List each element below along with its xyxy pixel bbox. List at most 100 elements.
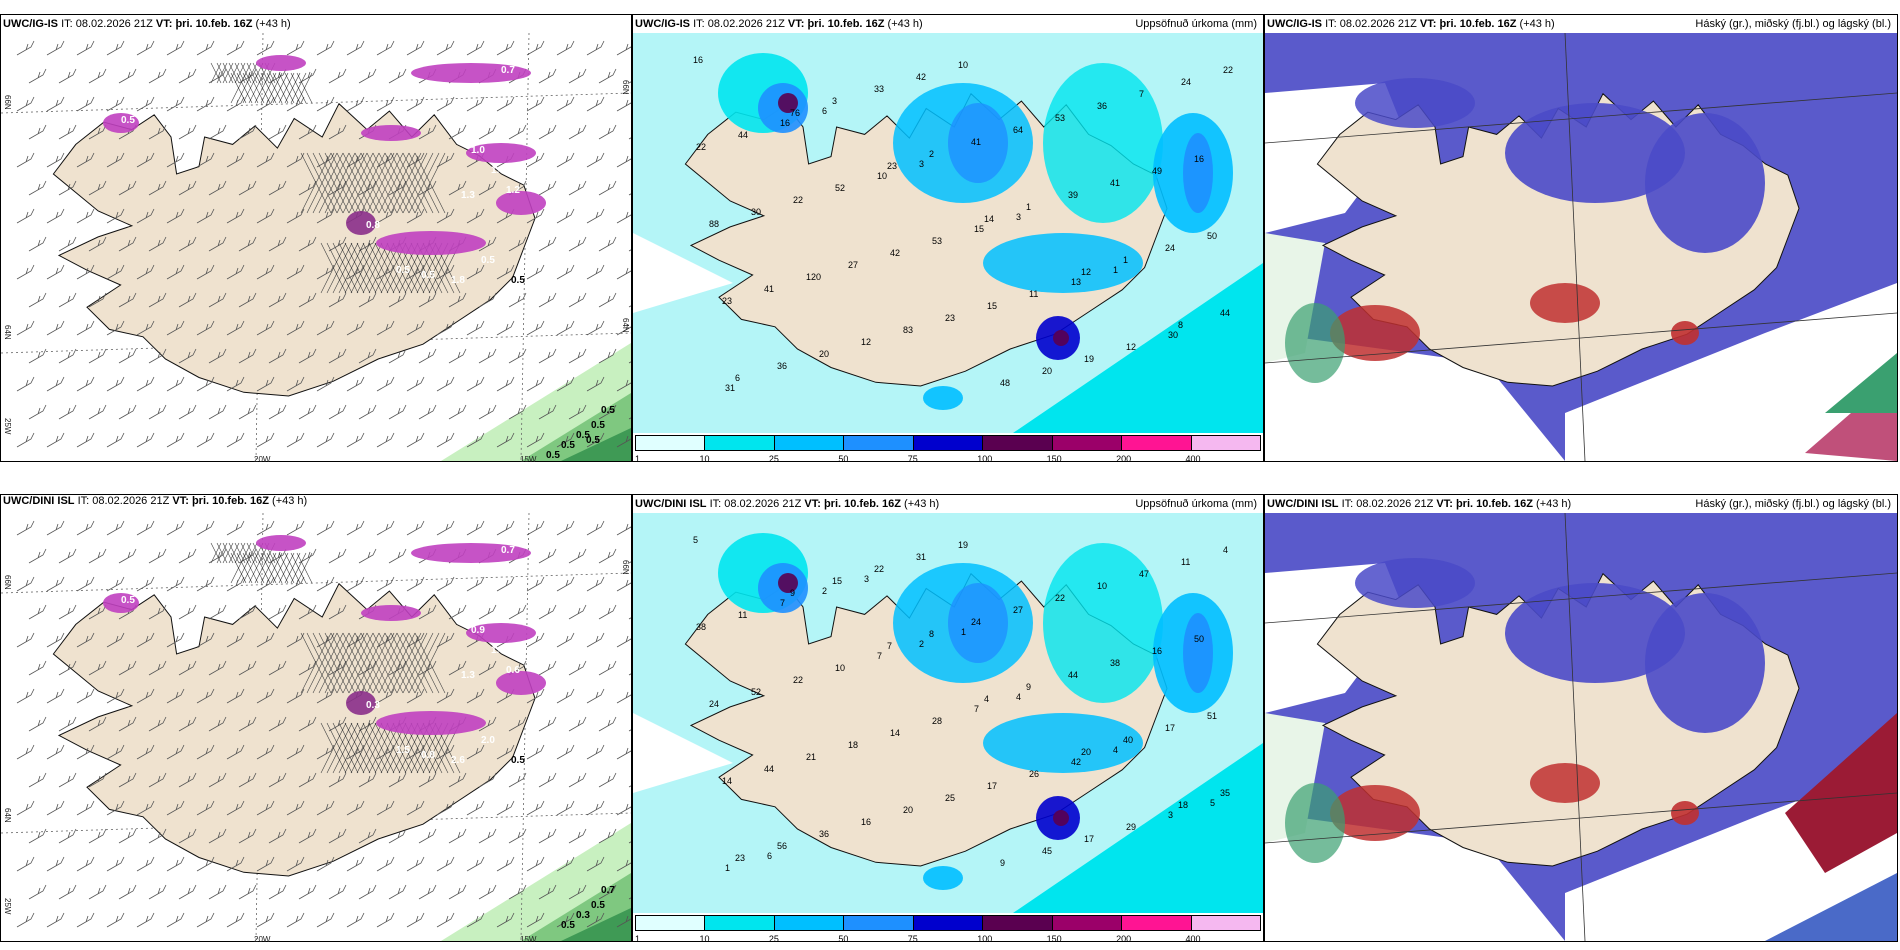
precip-value-label: 23 — [887, 161, 897, 171]
lon-label-20w: 20W — [254, 455, 271, 464]
wind-contour-label: 1.2 — [506, 185, 520, 196]
precip-value-label: 4 — [1223, 545, 1228, 555]
precip-value-label: 21 — [806, 752, 816, 762]
precip-value-label: 7 — [877, 651, 882, 661]
precip-value-label: 23 — [945, 313, 955, 323]
colorbar-cell — [1190, 915, 1261, 931]
panel-title: UWC/DINI ISL IT: 08.02.2026 21Z VT: þri.… — [3, 495, 308, 507]
precip-value-label: 36 — [1097, 101, 1107, 111]
precip-value-label: 44 — [738, 130, 748, 140]
precip-value-label: 120 — [806, 272, 821, 282]
precip-value-label: 30 — [751, 207, 761, 217]
colorbar-label: 10 — [699, 934, 710, 944]
precip-value-label: 27 — [1013, 605, 1023, 615]
panel-dini-wind: UWC/DINI ISL IT: 08.02.2026 21Z VT: þri.… — [0, 494, 632, 942]
precip-value-label: 20 — [1042, 366, 1052, 376]
precip-colorbar: 1 10 25 50 75 100 150 200 400 — [635, 915, 1261, 945]
wind-contour-label: 1.5 — [396, 745, 410, 756]
precip-value-label: 9 — [1026, 682, 1031, 692]
colorbar-label: 10 — [699, 454, 710, 464]
precip-value-label: 3 — [864, 574, 869, 584]
precip-value-label: 20 — [1081, 747, 1091, 757]
precip-value-label: 5 — [693, 535, 698, 545]
wind-contour-label: 1.0 — [491, 165, 505, 176]
colorbar-label: 100 — [977, 934, 993, 944]
precip-value-label: 24 — [1165, 243, 1175, 253]
wind-contour-label: 1.3 — [321, 535, 335, 546]
panel-field-title: Uppsöfnuð úrkoma (mm) — [1135, 498, 1257, 510]
precip-value-label: 15 — [832, 576, 842, 586]
wind-contour-label: 0.5 — [576, 430, 590, 441]
colorbar-cell — [1051, 435, 1123, 451]
precip-value-label: 16 — [780, 118, 790, 128]
wind-contour-label: 0.7 — [501, 65, 515, 76]
panel-dini-precip: UWC/DINI ISL IT: 08.02.2026 21Z VT: þri.… — [632, 494, 1264, 945]
precip-map: 1676231412863211443633413924232042644150… — [633, 33, 1263, 433]
wind-contour-label: 0.5 — [121, 595, 135, 606]
wind-contour-label: 0.5 — [591, 900, 605, 911]
lat-label-64n: 64N — [3, 325, 12, 340]
lon-label-15w: 15W — [520, 455, 537, 464]
precip-colorbar: 1 10 25 50 75 100 150 200 400 — [635, 435, 1261, 465]
lat-label-64n-right: 64N — [621, 318, 630, 333]
precip-value-label: 2 — [929, 149, 934, 159]
precip-value-label: 30 — [1168, 330, 1178, 340]
precip-value-label: 1 — [1113, 265, 1118, 275]
precip-value-label: 3 — [1016, 212, 1021, 222]
lon-label-20w-b: 20W — [254, 935, 271, 944]
wind-contour-label: 0.5 — [546, 450, 560, 461]
precip-value-label: 18 — [848, 740, 858, 750]
wind-contour-label: 0.5 — [396, 265, 410, 276]
colorbar-label: 200 — [1116, 934, 1132, 944]
precip-value-label: 64 — [1013, 125, 1023, 135]
precip-value-label: 12 — [861, 337, 871, 347]
precip-value-label: 48 — [1000, 378, 1010, 388]
precip-value-label: 76 — [790, 108, 800, 118]
panel-title: UWC/IG-IS IT: 08.02.2026 21Z VT: þri. 10… — [635, 18, 923, 30]
lon-label-25w: 25W — [3, 418, 12, 435]
precip-value-label: 22 — [793, 675, 803, 685]
wind-contour-label: 0.7 — [601, 885, 615, 896]
precip-value-label: 33 — [874, 84, 884, 94]
precip-value-label: 22 — [696, 142, 706, 152]
precip-value-label: 44 — [1068, 670, 1078, 680]
panel-field-title: Uppsöfnuð úrkoma (mm) — [1135, 18, 1257, 30]
precip-value-label: 11 — [738, 610, 747, 620]
precip-value-label: 19 — [958, 540, 968, 550]
wind-contour-label: 0.3 — [366, 700, 380, 711]
precip-value-label: 56 — [777, 841, 787, 851]
lat-label-66n-b-right: 66N — [621, 560, 630, 575]
precip-value-label: 52 — [835, 183, 845, 193]
precip-value-label: 7 — [780, 598, 785, 608]
precip-value-label: 22 — [793, 195, 803, 205]
precip-value-label: 22 — [1223, 65, 1233, 75]
precip-value-label: 6 — [767, 851, 772, 861]
colorbar-cell — [912, 915, 984, 931]
precip-value-label: 15 — [974, 224, 984, 234]
colorbar-cell — [635, 915, 706, 931]
lat-label-66n: 66N — [3, 95, 12, 110]
cloud-map — [1265, 513, 1897, 941]
panel-title: UWC/IG-IS IT: 08.02.2026 21Z VT: þri. 10… — [3, 18, 291, 30]
precip-value-label: 22 — [1055, 593, 1065, 603]
lat-label-64n-b: 64N — [3, 808, 12, 823]
colorbar-label: 1 — [635, 454, 641, 464]
precip-value-label: 2 — [919, 639, 924, 649]
precip-value-label: 6 — [735, 373, 740, 383]
wind-contour-label: 1.3 — [461, 670, 475, 681]
precip-value-label: 38 — [1110, 658, 1120, 668]
colorbar-cell — [635, 435, 706, 451]
precip-value-label: 28 — [932, 716, 942, 726]
precip-value-label: 14 — [722, 776, 732, 786]
colorbar-label: 25 — [768, 454, 779, 464]
colorbar-label: 200 — [1116, 454, 1132, 464]
precip-value-label: 16 — [1152, 646, 1162, 656]
precip-value-label: 38 — [696, 622, 706, 632]
precip-value-label: 20 — [819, 349, 829, 359]
precip-value-label: 1 — [725, 863, 730, 873]
precip-value-label: 49 — [1152, 166, 1162, 176]
lat-label-66n-right: 66N — [621, 80, 630, 95]
wind-contour-label: 1.3 — [461, 190, 475, 201]
precip-value-label: 25 — [945, 793, 955, 803]
panel-title: UWC/IG-IS IT: 08.02.2026 21Z VT: þri. 10… — [1267, 18, 1555, 30]
